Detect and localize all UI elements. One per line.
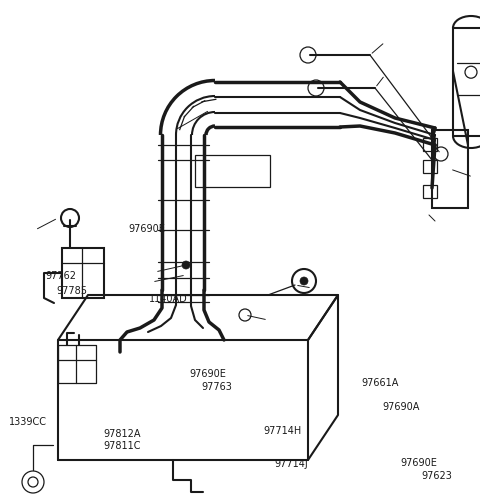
Bar — [432, 130, 468, 208]
Text: 97690E: 97690E — [190, 369, 227, 379]
Circle shape — [182, 261, 190, 269]
Text: 97690E: 97690E — [401, 458, 438, 468]
Bar — [195, 155, 270, 187]
Bar — [423, 138, 437, 151]
Text: 97714H: 97714H — [263, 426, 301, 436]
Bar — [453, 28, 480, 136]
Bar — [423, 185, 437, 198]
Text: 97785: 97785 — [57, 286, 88, 296]
Text: 97763: 97763 — [202, 382, 232, 392]
Text: 97812A: 97812A — [103, 429, 141, 439]
Text: 97690E: 97690E — [129, 224, 166, 234]
Text: 1339CC: 1339CC — [9, 417, 47, 427]
Text: 97811C: 97811C — [103, 441, 141, 451]
Circle shape — [300, 277, 308, 285]
Text: 97714J: 97714J — [275, 459, 308, 469]
Text: 97623: 97623 — [421, 471, 452, 481]
Text: 97690A: 97690A — [383, 402, 420, 412]
Text: 1140AD: 1140AD — [149, 294, 188, 304]
Bar — [423, 160, 437, 173]
Text: 97762: 97762 — [46, 271, 77, 281]
Bar — [62, 248, 104, 298]
Text: 97661A: 97661A — [361, 378, 399, 388]
